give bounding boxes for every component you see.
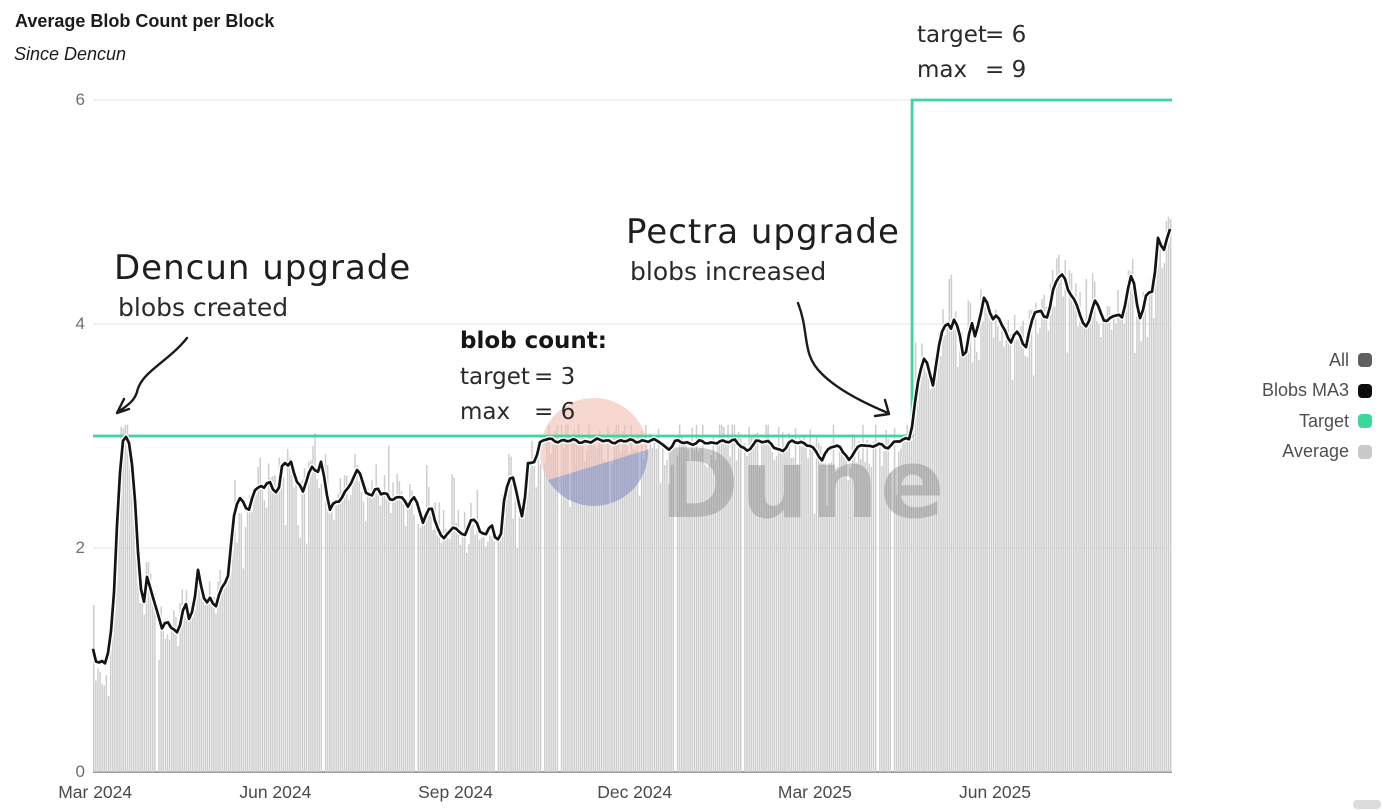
legend-label: All bbox=[1328, 349, 1349, 370]
legend-label: Target bbox=[1298, 410, 1349, 431]
blob-max-label: max bbox=[460, 399, 511, 425]
blob-count-annotation: blob count: target = 3 max = 6 bbox=[460, 328, 607, 434]
legend-item-all[interactable]: All bbox=[1262, 349, 1372, 371]
pectra-subtitle: blobs increased bbox=[630, 257, 827, 286]
x-tick-jun-2025: Jun 2025 bbox=[959, 782, 1032, 802]
dencun-arrow bbox=[115, 336, 189, 415]
dencun-annotation: Dencun upgrade blobs created bbox=[114, 248, 411, 322]
target-label: target bbox=[917, 22, 987, 48]
legend-label: Average bbox=[1282, 441, 1349, 461]
dencun-subtitle: blobs created bbox=[118, 293, 289, 322]
target-line bbox=[93, 98, 1172, 438]
blob-count-heading: blob count: bbox=[460, 328, 607, 354]
blobs-ma3-line bbox=[90, 228, 1173, 667]
legend-swatch bbox=[1358, 414, 1372, 428]
legend-swatch bbox=[1358, 444, 1372, 459]
blob-target-value: = 3 bbox=[534, 364, 576, 390]
legend-swatch bbox=[1358, 353, 1372, 367]
legend-item-blobs-ma3[interactable]: Blobs MA3 bbox=[1262, 380, 1372, 402]
legend-swatch bbox=[1358, 383, 1372, 398]
average-bars bbox=[93, 216, 1172, 773]
pectra-arrow bbox=[796, 301, 891, 418]
legend-item-target[interactable]: Target bbox=[1262, 410, 1372, 432]
post-pectra-blob-params: target = 6 max = 9 bbox=[917, 22, 1026, 92]
x-tick-dec-2024: Dec 2024 bbox=[597, 782, 673, 802]
dencun-title: Dencun upgrade bbox=[114, 248, 412, 288]
pectra-title: Pectra upgrade bbox=[626, 212, 900, 252]
chart-title: Average Blob Count per Block bbox=[15, 11, 275, 31]
legend-label: Blobs MA3 bbox=[1261, 380, 1349, 400]
target-value: = 6 bbox=[985, 22, 1027, 48]
x-tick-mar-2024: Mar 2024 bbox=[58, 782, 133, 802]
legend-item-average[interactable]: Average bbox=[1262, 441, 1372, 463]
dune-watermark-text: Dune bbox=[660, 430, 947, 540]
x-tick-jun-2024: Jun 2024 bbox=[239, 782, 312, 802]
video-scrubber-handle[interactable] bbox=[1353, 800, 1381, 809]
chart-legend: All Blobs MA3 Target Average bbox=[1262, 349, 1372, 471]
chart-subtitle: Since Dencun bbox=[14, 44, 127, 64]
pectra-annotation: Pectra upgrade blobs increased bbox=[626, 212, 900, 286]
y-tick-4: 4 bbox=[75, 314, 85, 333]
x-tick-mar-2025: Mar 2025 bbox=[777, 782, 852, 802]
max-value: = 9 bbox=[985, 57, 1027, 83]
y-tick-2: 2 bbox=[75, 538, 85, 557]
y-tick-6: 6 bbox=[75, 90, 85, 109]
x-tick-sep-2024: Sep 2024 bbox=[418, 782, 493, 802]
max-label: max bbox=[917, 57, 968, 83]
blob-target-label: target bbox=[460, 364, 530, 390]
y-tick-0: 0 bbox=[75, 762, 85, 781]
dune-logo-watermark bbox=[540, 398, 648, 506]
blob-max-value: = 6 bbox=[534, 399, 576, 425]
